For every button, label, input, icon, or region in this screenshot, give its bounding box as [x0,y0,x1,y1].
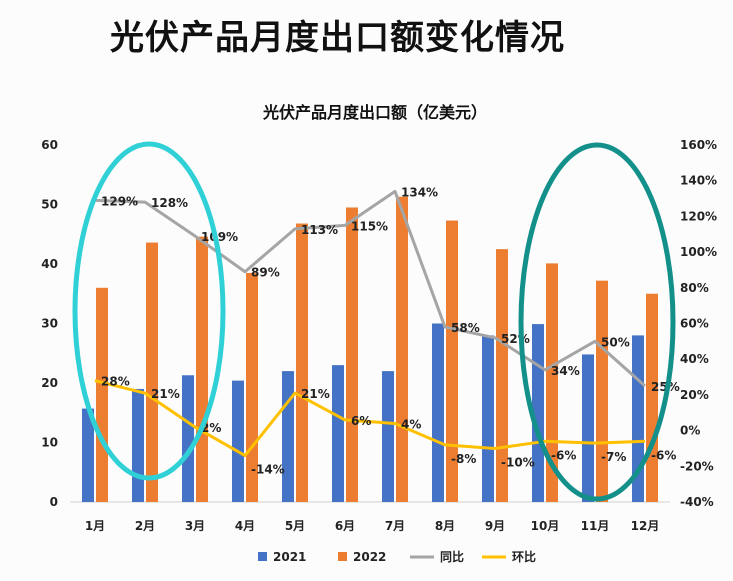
y2-tick-label: -20% [680,459,714,473]
bar-2022 [446,220,458,502]
legend-label-同比: 同比 [440,549,464,564]
x-tick-label: 1月 [85,519,105,533]
yoy-data-label: 34% [551,364,580,378]
bar-2021 [132,388,144,502]
y2-tick-label: 0% [680,424,700,438]
y2-tick-label: 40% [680,352,709,366]
x-tick-label: 9月 [485,519,505,533]
yoy-data-label: 58% [451,321,480,335]
bar-2022 [596,280,608,502]
y2-tick-label: 160% [680,138,717,152]
bar-2022 [396,196,408,502]
bar-2021 [82,408,94,502]
yoy-data-label: 115% [351,219,388,233]
x-tick-label: 11月 [581,519,610,533]
y-tick-label: 30 [41,317,58,331]
mom-data-label: -7% [601,450,626,464]
bar-2022 [296,223,308,503]
yoy-data-label: 109% [201,230,238,244]
bar-2022 [146,242,158,502]
mom-data-label: -6% [551,448,576,462]
y2-tick-label: 80% [680,281,709,295]
x-tick-label: 3月 [185,519,205,533]
mom-line [94,379,646,458]
mom-data-label: -10% [501,455,535,469]
x-tick-label: 10月 [531,519,560,533]
x-tick-label: 2月 [135,519,155,533]
bar-2022 [496,249,508,502]
mom-data-label: 2% [201,421,221,435]
legend-swatch-2021 [258,552,267,561]
bar-2021 [482,335,494,502]
y-tick-label: 60 [41,138,58,152]
y2-tick-label: 100% [680,245,717,259]
x-tick-label: 8月 [435,519,455,533]
y2-tick-label: 60% [680,317,709,331]
page-title: 光伏产品月度出口额变化情况 [110,18,565,58]
mom-data-label: 28% [101,375,130,389]
bar-2022 [96,287,108,502]
highlight-ellipse-left [72,141,226,481]
y2-tick-label: -40% [680,495,714,509]
legend-label-环比: 环比 [512,549,536,564]
bar-2021 [232,380,244,502]
y-tick-label: 40 [41,257,58,271]
yoy-data-label: 113% [301,223,338,237]
bar-2022 [346,207,358,502]
y-tick-label: 0 [50,495,58,509]
legend-swatch-2022 [338,552,347,561]
mom-data-label: 21% [151,387,180,401]
y2-tick-label: 140% [680,174,717,188]
yoy-data-label: 50% [601,335,630,349]
yoy-data-label: 128% [151,196,188,210]
chart-title: 光伏产品月度出口额（亿美元） [262,103,487,122]
yoy-data-label: 129% [101,194,138,208]
bar-2021 [582,354,594,502]
yoy-data-label: 89% [251,266,280,280]
x-tick-label: 5月 [285,519,305,533]
legend-label-2021: 2021 [273,550,306,564]
mom-data-label: -8% [451,452,476,466]
y2-tick-label: 120% [680,209,717,223]
y2-tick-label: 20% [680,388,709,402]
bar-2021 [182,375,194,502]
mom-data-label: 4% [401,417,421,431]
bar-2022 [646,293,658,502]
y-tick-label: 10 [41,436,58,450]
y-tick-label: 50 [41,198,58,212]
yoy-data-label: 52% [501,332,530,346]
bar-2022 [196,236,208,502]
x-tick-label: 6月 [335,519,355,533]
y-tick-label: 20 [41,376,58,390]
x-tick-label: 4月 [235,519,255,533]
mom-data-label: 6% [351,414,371,428]
bar-2021 [432,323,444,502]
bar-2021 [282,371,294,502]
x-tick-label: 12月 [631,519,660,533]
highlight-ellipse-right [518,142,676,502]
bar-2021 [382,371,394,502]
bar-2021 [332,365,344,502]
mom-data-label: -6% [651,448,676,462]
yoy-line [94,189,646,388]
legend-label-2022: 2022 [353,550,386,564]
x-tick-label: 7月 [385,519,405,533]
yoy-data-label: 134% [401,185,438,199]
mom-data-label: 21% [301,387,330,401]
mom-data-label: -14% [251,463,285,477]
